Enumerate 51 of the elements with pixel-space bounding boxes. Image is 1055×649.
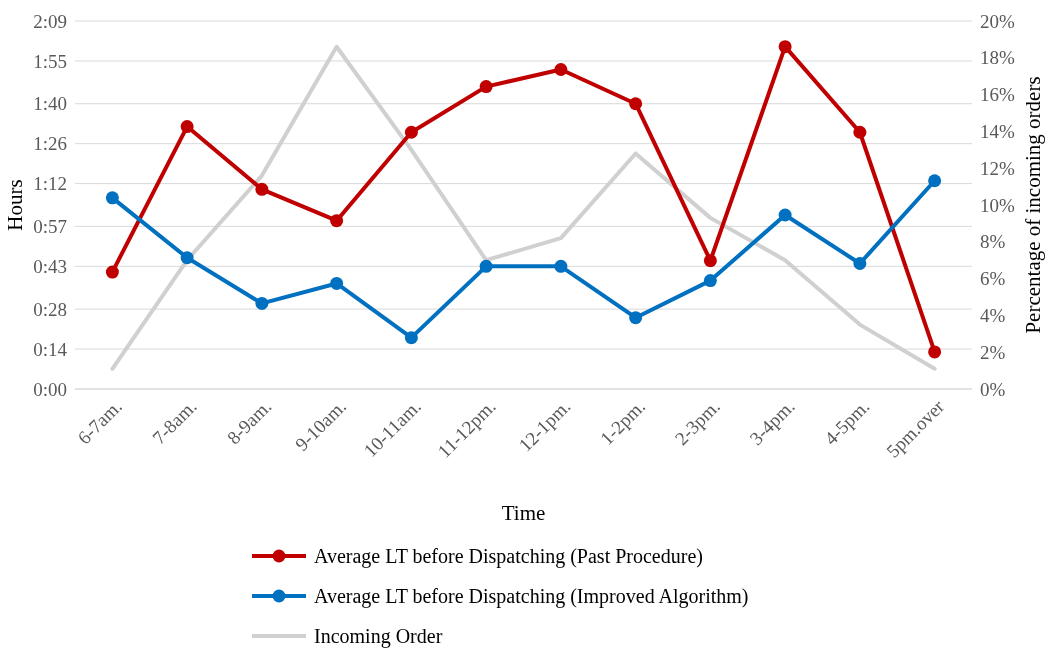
point (255, 296, 269, 310)
y2-tick-label: 18% (980, 47, 1015, 69)
y2-tick-label: 10% (980, 194, 1015, 216)
point (330, 276, 344, 290)
point (180, 120, 194, 134)
point (330, 214, 344, 228)
legend-label: Incoming Order (314, 625, 443, 648)
y-tick-label: 1:12 (33, 173, 67, 195)
y-tick-label: 0:43 (33, 255, 67, 277)
y-tick-label: 1:55 (33, 50, 67, 72)
point (180, 251, 194, 265)
y-tick-label: 2:09 (33, 10, 67, 32)
y2-tick-label: 6% (980, 268, 1006, 290)
y2-tick-label: 16% (980, 84, 1015, 106)
point (479, 259, 493, 273)
legend-label: Average LT before Dispatching (Past Procedure) (314, 545, 703, 568)
point (105, 265, 119, 279)
y-axis-title: Hours (3, 179, 27, 231)
point (778, 40, 792, 54)
point (928, 174, 942, 188)
y2-tick-label: 8% (980, 231, 1006, 253)
y2-axis-title: Percentage of incoming orders (1021, 76, 1045, 334)
point (404, 331, 418, 345)
point (479, 80, 493, 94)
point (853, 256, 867, 270)
y2-tick-label: 4% (980, 305, 1006, 327)
point (778, 208, 792, 222)
y-tick-label: 0:57 (33, 216, 67, 238)
y-tick-label: 0:14 (33, 338, 68, 360)
point (554, 259, 568, 273)
point (928, 345, 942, 359)
point (629, 97, 643, 111)
point (105, 191, 119, 205)
point (853, 125, 867, 139)
point (629, 311, 643, 325)
point (404, 125, 418, 139)
point (554, 63, 568, 76)
x-axis-title: Time (501, 501, 546, 525)
point (703, 274, 717, 288)
y2-tick-label: 20% (980, 10, 1015, 32)
y2-tick-label: 2% (980, 341, 1006, 363)
y2-tick-label: 0% (980, 378, 1006, 400)
y-tick-label: 0:28 (33, 298, 67, 320)
legend-label: Average LT before Dispatching (Improved Algorithm) (314, 585, 749, 608)
y-tick-label: 0:00 (33, 378, 67, 400)
y-tick-label: 1:26 (33, 133, 67, 155)
y2-tick-label: 12% (980, 157, 1015, 179)
point (703, 254, 717, 268)
y-tick-label: 1:40 (33, 93, 67, 115)
y2-tick-label: 14% (980, 121, 1015, 143)
point (255, 182, 269, 196)
